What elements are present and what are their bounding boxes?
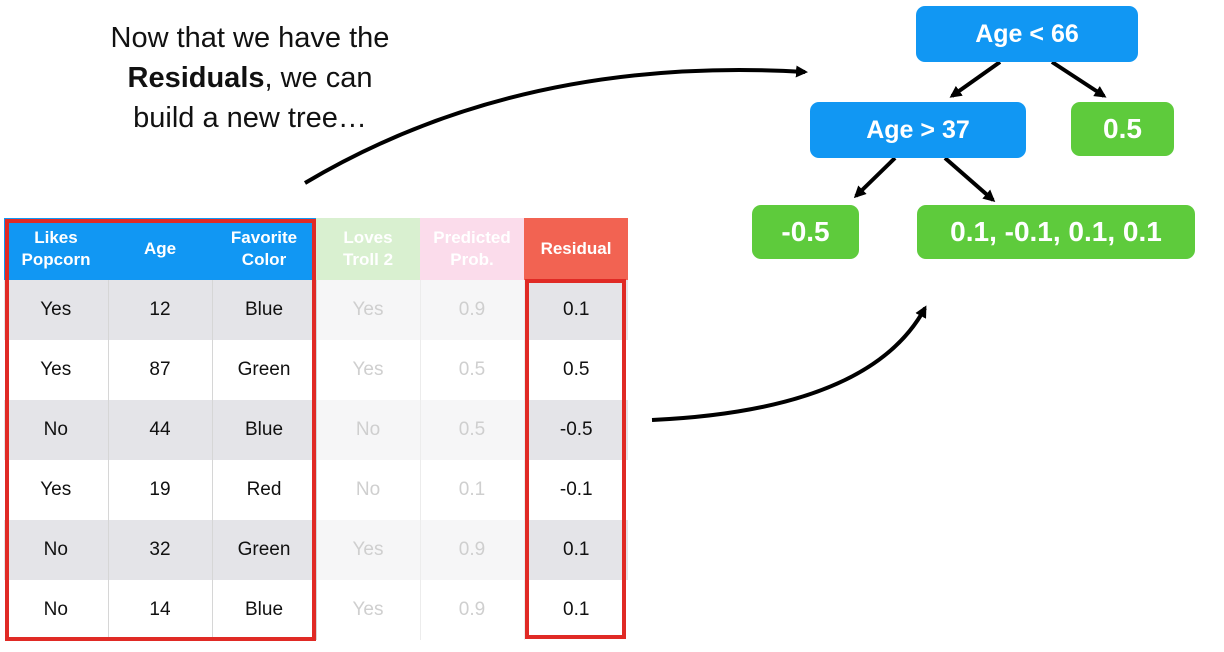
edge-left-to-leftleaf <box>853 156 897 199</box>
cell-predicted-prob: 0.5 <box>420 400 525 460</box>
header-likes-popcorn: Likes Popcorn <box>4 218 108 280</box>
header-residual: Residual <box>524 218 628 280</box>
tree-right-leaf: 0.5 <box>1071 102 1174 156</box>
cell-favorite-color: Blue <box>212 580 317 640</box>
table-header-row: Likes Popcorn Age Favorite Color Loves Trol… <box>4 218 628 280</box>
table-row: No 44 Blue No 0.5 -0.5 <box>4 400 628 460</box>
cell-loves-troll-2: Yes <box>316 280 421 340</box>
cell-loves-troll-2: No <box>316 400 421 460</box>
header-age: Age <box>108 218 212 280</box>
cell-loves-troll-2: Yes <box>316 520 421 580</box>
table-row: Yes 12 Blue Yes 0.9 0.1 <box>4 280 628 340</box>
tree-left-split-node: Age > 37 <box>810 102 1026 158</box>
caption: Now that we have the Residuals, we can b… <box>40 18 460 138</box>
cell-loves-troll-2: Yes <box>316 580 421 640</box>
curved-arrow-from-residuals <box>651 305 927 422</box>
cell-favorite-color: Blue <box>212 400 317 460</box>
cell-favorite-color: Green <box>212 340 317 400</box>
cell-favorite-color: Blue <box>212 280 317 340</box>
cell-age: 87 <box>108 340 213 400</box>
caption-line-2: Residuals, we can <box>40 58 460 98</box>
cell-likes-popcorn: Yes <box>4 340 109 400</box>
cell-predicted-prob: 0.5 <box>420 340 525 400</box>
cell-likes-popcorn: No <box>4 520 109 580</box>
tree-left-right-leaf: 0.1, -0.1, 0.1, 0.1 <box>917 205 1195 259</box>
cell-age: 14 <box>108 580 213 640</box>
cell-residual: 0.5 <box>524 340 628 400</box>
edge-root-to-right <box>1050 60 1107 98</box>
cell-age: 44 <box>108 400 213 460</box>
cell-residual: -0.5 <box>524 400 628 460</box>
caption-residuals-bold: Residuals <box>127 62 265 94</box>
cell-likes-popcorn: Yes <box>4 460 109 520</box>
cell-age: 19 <box>108 460 213 520</box>
cell-loves-troll-2: Yes <box>316 340 421 400</box>
cell-residual: 0.1 <box>524 520 628 580</box>
table-row: Yes 87 Green Yes 0.5 0.5 <box>4 340 628 400</box>
table-row: No 32 Green Yes 0.9 0.1 <box>4 520 628 580</box>
cell-age: 12 <box>108 280 213 340</box>
cell-predicted-prob: 0.9 <box>420 580 525 640</box>
edge-root-to-left <box>949 60 1002 98</box>
cell-predicted-prob: 0.9 <box>420 520 525 580</box>
table-row: No 14 Blue Yes 0.9 0.1 <box>4 580 628 640</box>
cell-predicted-prob: 0.9 <box>420 280 525 340</box>
edge-left-to-rightleaf <box>943 156 996 202</box>
cell-loves-troll-2: No <box>316 460 421 520</box>
tree-left-left-leaf: -0.5 <box>752 205 859 259</box>
cell-predicted-prob: 0.1 <box>420 460 525 520</box>
cell-favorite-color: Red <box>212 460 317 520</box>
header-favorite-color: Favorite Color <box>212 218 316 280</box>
cell-residual: 0.1 <box>524 580 628 640</box>
tree-root-node: Age < 66 <box>916 6 1138 62</box>
cell-age: 32 <box>108 520 213 580</box>
header-predicted-prob: Predicted Prob. <box>420 218 524 280</box>
data-table: Likes Popcorn Age Favorite Color Loves Trol… <box>4 218 628 640</box>
cell-favorite-color: Green <box>212 520 317 580</box>
table-row: Yes 19 Red No 0.1 -0.1 <box>4 460 628 520</box>
cell-residual: -0.1 <box>524 460 628 520</box>
header-loves-troll-2: Loves Troll 2 <box>316 218 420 280</box>
caption-line-1: Now that we have the <box>110 22 390 54</box>
caption-line-3: build a new tree… <box>133 102 367 134</box>
cell-residual: 0.1 <box>524 280 628 340</box>
cell-likes-popcorn: Yes <box>4 280 109 340</box>
cell-likes-popcorn: No <box>4 400 109 460</box>
caption-line-2-rest: , we can <box>264 62 373 94</box>
cell-likes-popcorn: No <box>4 580 109 640</box>
